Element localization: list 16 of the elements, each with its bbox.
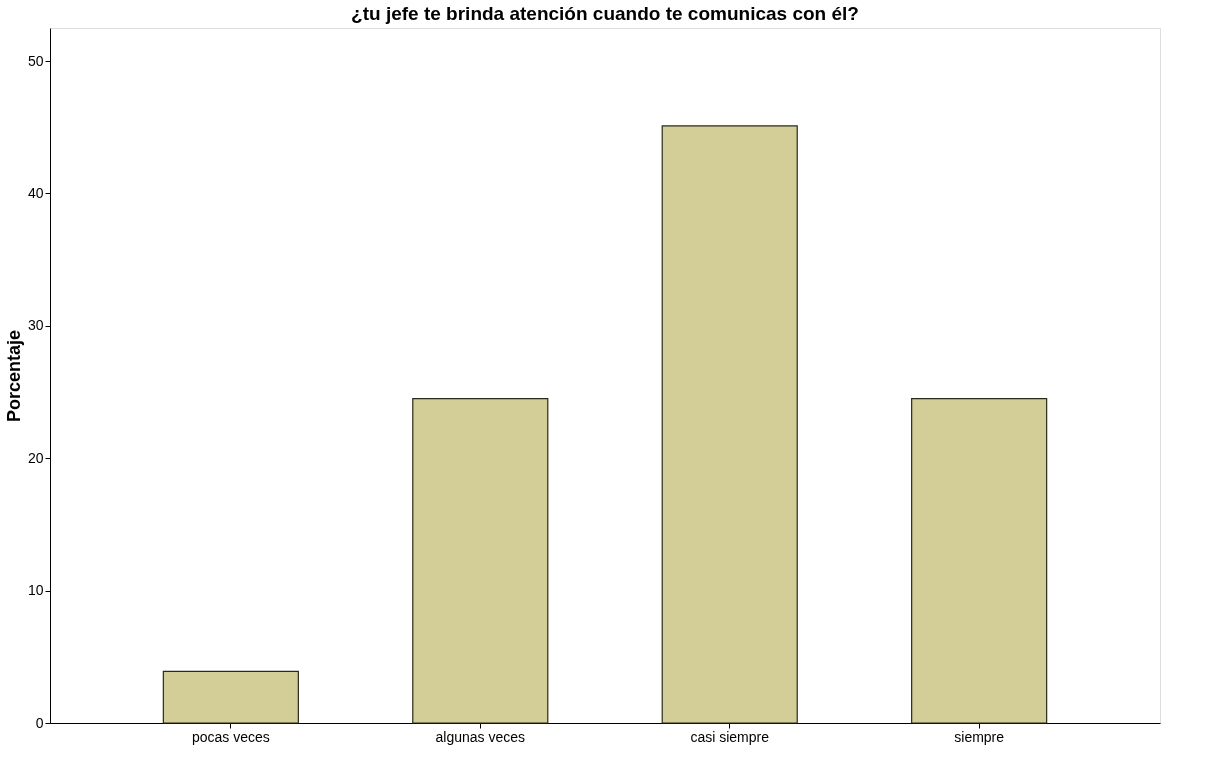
y-axis-title: Porcentaje <box>3 329 24 423</box>
bar <box>412 398 549 724</box>
y-tick-label: 20 <box>27 449 44 466</box>
bar <box>661 125 798 724</box>
x-tick-label: algunas veces <box>435 728 526 745</box>
y-tick-label: 30 <box>27 317 44 334</box>
x-tick-label: pocas veces <box>191 728 270 745</box>
x-tick-label: casi siempre <box>690 728 770 745</box>
chart-title: ¿tu jefe te brinda atención cuando te comunicas con él? <box>351 3 859 24</box>
y-tick-label: 40 <box>27 184 44 201</box>
x-tick-label: siempre <box>954 728 1005 745</box>
bar <box>911 398 1048 724</box>
y-tick-label: 50 <box>27 52 44 69</box>
y-tick-label: 0 <box>35 714 44 731</box>
y-tick-label: 10 <box>27 582 44 599</box>
bar <box>162 670 299 724</box>
